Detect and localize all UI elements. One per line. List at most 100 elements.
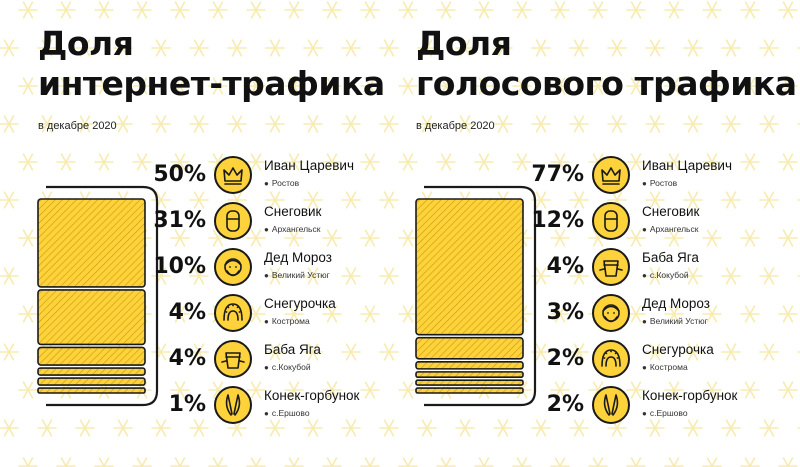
ded-moroz-icon	[214, 248, 252, 286]
share-percent: 50%	[153, 162, 206, 187]
city-label: ● Великий Устюг	[264, 270, 330, 280]
share-segment	[415, 387, 524, 394]
city-label: ● с.Ершово	[264, 408, 310, 418]
ranking-row: 4% Баба Яга ● с.Кокубой	[526, 248, 766, 294]
location-pin-icon: ●	[264, 271, 269, 280]
panel-title: Доля интернет-трафика	[38, 24, 385, 104]
city-name: Великий Устюг	[649, 316, 708, 326]
ranking-row: 77% Иван Царевич ● Ростов	[526, 156, 766, 202]
location-pin-icon: ●	[642, 179, 647, 188]
character-name: Снеговик	[264, 204, 322, 219]
city-label: ● Ростов	[642, 178, 677, 188]
character-name: Баба Яга	[264, 342, 321, 357]
location-pin-icon: ●	[264, 363, 269, 372]
share-percent: 2%	[546, 392, 584, 417]
location-pin-icon: ●	[642, 225, 647, 234]
city-name: Кострома	[649, 362, 688, 372]
share-segment	[415, 379, 524, 386]
title-line-1: Доля	[38, 24, 134, 63]
city-label: ● с.Кокубой	[264, 362, 311, 372]
ded-moroz-icon	[592, 294, 630, 332]
character-name: Снеговик	[642, 204, 700, 219]
share-percent: 3%	[546, 300, 584, 325]
city-label: ● Кострома	[264, 316, 310, 326]
voice-traffic-panel: Доля голосового трафика в декабре 2020 7…	[400, 0, 800, 467]
location-pin-icon: ●	[264, 225, 269, 234]
city-name: Архангельск	[271, 224, 321, 234]
location-pin-icon: ●	[264, 179, 269, 188]
ranking-row: 4% Баба Яга ● с.Кокубой	[148, 340, 388, 386]
character-name: Снегурочка	[642, 342, 714, 357]
city-label: ● Архангельск	[264, 224, 320, 234]
location-pin-icon: ●	[642, 271, 647, 280]
share-segment	[37, 198, 146, 288]
character-name: Баба Яга	[642, 250, 699, 265]
city-label: ● с.Ершово	[642, 408, 688, 418]
panel-title: Доля голосового трафика	[416, 24, 797, 104]
baba-yaga-icon	[592, 248, 630, 286]
ranking-row: 50% Иван Царевич ● Ростов	[148, 156, 388, 202]
share-segment	[37, 289, 146, 346]
share-segment	[415, 336, 524, 360]
city-name: Кострома	[271, 316, 310, 326]
stack-frame	[424, 185, 537, 407]
crown-icon	[214, 156, 252, 194]
city-name: Архангельск	[649, 224, 699, 234]
city-name: Ростов	[649, 178, 678, 188]
ranking-row: 4% Снегурочка ● Кострома	[148, 294, 388, 340]
ranking-row: 31% Снеговик ● Архангельск	[148, 202, 388, 248]
share-segment	[37, 346, 146, 366]
ranking-row: 10% Дед Мороз ● Великий Устюг	[148, 248, 388, 294]
city-name: Великий Устюг	[271, 270, 330, 280]
snegurochka-icon	[214, 294, 252, 332]
location-pin-icon: ●	[642, 409, 647, 418]
share-segment	[415, 198, 524, 336]
panel-subtitle: в декабре 2020	[416, 120, 495, 132]
location-pin-icon: ●	[264, 409, 269, 418]
title-line-1: Доля	[416, 24, 512, 63]
share-segment	[415, 371, 524, 378]
character-name: Дед Мороз	[642, 296, 710, 311]
city-name: с.Ершово	[649, 408, 688, 418]
ranking-row: 1% Конек-горбунок ● с.Ершово	[148, 386, 388, 432]
share-segment	[37, 367, 146, 376]
location-pin-icon: ●	[264, 317, 269, 326]
share-segment	[37, 387, 146, 394]
share-percent: 4%	[546, 254, 584, 279]
snegurochka-icon	[592, 340, 630, 378]
ranking-row: 2% Снегурочка ● Кострома	[526, 340, 766, 386]
snowman-icon	[214, 202, 252, 240]
share-percent: 1%	[168, 392, 206, 417]
city-name: с.Кокубой	[271, 362, 311, 372]
share-segment	[415, 361, 524, 370]
share-percent: 12%	[531, 208, 584, 233]
character-name: Снегурочка	[264, 296, 336, 311]
character-name: Дед Мороз	[264, 250, 332, 265]
city-label: ● с.Кокубой	[642, 270, 689, 280]
panel-subtitle: в декабре 2020	[38, 120, 117, 132]
city-name: с.Кокубой	[649, 270, 689, 280]
title-line-2: голосового трафика	[416, 64, 797, 103]
konek-gorbunok-icon	[592, 386, 630, 424]
character-name: Конек-горбунок	[264, 388, 360, 403]
location-pin-icon: ●	[642, 363, 647, 372]
internet-traffic-panel: Доля интернет-трафика в декабре 2020 50%…	[37, 24, 388, 432]
ranking-row: 3% Дед Мороз ● Великий Устюг	[526, 294, 766, 340]
share-percent: 10%	[153, 254, 206, 279]
city-name: с.Ершово	[271, 408, 310, 418]
character-name: Иван Царевич	[642, 158, 732, 173]
share-percent: 31%	[153, 208, 206, 233]
city-label: ● Ростов	[264, 178, 299, 188]
share-percent: 4%	[168, 346, 206, 371]
konek-gorbunok-icon	[214, 386, 252, 424]
city-label: ● Великий Устюг	[642, 316, 708, 326]
ranking-row: 12% Снеговик ● Архангельск	[526, 202, 766, 248]
share-segment	[37, 377, 146, 386]
share-percent: 77%	[531, 162, 584, 187]
baba-yaga-icon	[214, 340, 252, 378]
city-label: ● Архангельск	[642, 224, 698, 234]
share-percent: 4%	[168, 300, 206, 325]
character-name: Конек-горбунок	[642, 388, 738, 403]
city-label: ● Кострома	[642, 362, 688, 372]
crown-icon	[592, 156, 630, 194]
